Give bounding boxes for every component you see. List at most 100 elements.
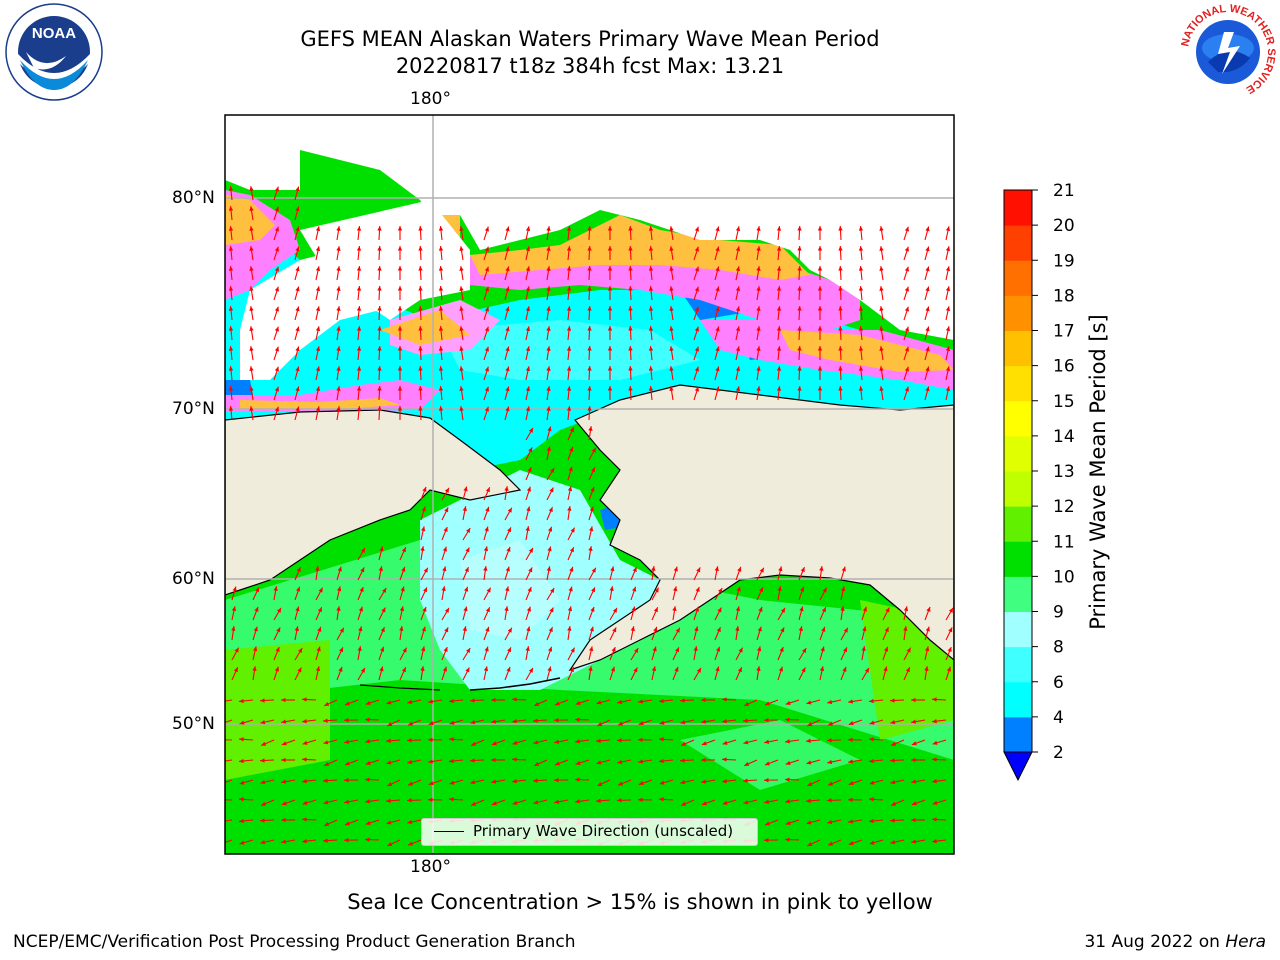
lon-label-top: 180° [410, 89, 451, 109]
wave-arrow-head [744, 761, 750, 766]
wave-arrow-head [315, 226, 321, 232]
wave-arrow-head [819, 666, 825, 672]
wave-arrow-head [817, 286, 823, 291]
wave-arrow-head [484, 326, 490, 332]
wave-arrow-head [743, 740, 749, 745]
wave-arrow-head [932, 817, 937, 822]
wave-arrow-head [302, 800, 308, 805]
wave-arrow-head [408, 781, 414, 786]
wave-arrow-head [402, 647, 407, 653]
wave-arrow-head [397, 326, 403, 331]
wave-arrow-head [780, 627, 785, 633]
wave-arrow-head [397, 246, 403, 251]
wave-arrow-head [759, 567, 764, 573]
wave-arrow-head [838, 226, 843, 231]
wave-arrow-head [948, 627, 953, 633]
wave-arrow-head [567, 486, 573, 492]
wave-arrow-head [591, 467, 595, 473]
wave-arrow-head [848, 721, 854, 726]
wave-arrow-head [743, 800, 749, 805]
wave-arrow-head [842, 666, 847, 672]
wave-arrow-head [464, 567, 469, 573]
wave-arrow-head [858, 366, 864, 371]
wave-arrow-head [546, 566, 551, 572]
wave-arrow-head [807, 842, 813, 846]
wave-arrow-head [401, 547, 406, 553]
footer-date-text: 31 Aug 2022 on [1084, 932, 1220, 952]
wave-arrow-head [466, 527, 471, 533]
wave-arrow-head [925, 226, 930, 232]
wave-arrow-head [380, 627, 385, 633]
wave-arrow-head [527, 467, 532, 473]
wave-arrow-head [295, 306, 300, 312]
wave-arrow-head [862, 606, 868, 612]
wave-arrow-head [344, 777, 349, 783]
wave-arrow-head [945, 266, 951, 272]
wave-arrow-head [651, 666, 657, 672]
wave-arrow-head [379, 546, 384, 552]
wave-arrow-head [648, 226, 654, 231]
wave-arrow-head [526, 506, 531, 512]
wave-arrow-head [785, 760, 791, 766]
wave-arrow-head [505, 226, 510, 232]
wave-arrow-head [701, 719, 707, 724]
map-area [225, 115, 954, 854]
wave-arrow-head [546, 266, 551, 271]
wave-arrow-head [905, 667, 910, 673]
wave-arrow-head [570, 527, 575, 533]
colorbar-tick-label: 11 [1053, 532, 1075, 552]
wave-arrow-head [228, 226, 234, 231]
wave-arrow-head [785, 739, 790, 744]
wave-arrow-head [549, 607, 554, 613]
wave-arrow-head [302, 817, 307, 822]
wave-arrow-head [669, 346, 674, 351]
wave-arrow-head [607, 226, 613, 231]
wave-arrow-head [566, 306, 572, 311]
wave-arrow-head [365, 777, 370, 782]
wave-arrow-head [904, 226, 910, 232]
wave-arrow-head [587, 386, 592, 391]
wave-arrow-head [525, 326, 531, 332]
wave-arrow-head [777, 586, 782, 592]
wave-arrow-head [317, 626, 322, 632]
wave-arrow-head [422, 606, 427, 612]
wave-arrow-head [695, 587, 700, 593]
wave-arrow-head [575, 799, 580, 804]
wave-arrow-head [336, 326, 341, 331]
wave-arrow-head [228, 346, 234, 351]
colorbar-tick-label: 10 [1053, 567, 1075, 587]
wave-arrow-head [358, 626, 363, 632]
wave-arrow-head [680, 758, 685, 763]
wave-arrow-head [315, 366, 321, 372]
wave-arrow-head [756, 346, 761, 351]
wave-arrow-head [589, 626, 594, 632]
wave-arrow-head [546, 306, 551, 311]
wave-arrow-head [512, 800, 518, 805]
wave-arrow-head [365, 700, 371, 706]
wave-arrow-head [596, 798, 601, 803]
wave-arrow-head [377, 366, 382, 371]
wave-arrow-head [298, 647, 303, 653]
wave-arrow-head [295, 406, 300, 412]
wave-arrow-head [715, 326, 720, 332]
wave-arrow-head [735, 346, 741, 352]
wave-arrow-head [324, 761, 330, 766]
wave-arrow-head [828, 781, 834, 786]
wave-arrow-head [380, 646, 385, 652]
wave-arrow-head [295, 326, 300, 332]
wave-arrow-head [778, 566, 783, 572]
wave-arrow-head [569, 427, 574, 433]
wave-arrow-head [797, 366, 802, 371]
wave-arrow-head [932, 778, 937, 784]
wave-arrow-head [324, 821, 330, 826]
wave-arrow-head [925, 246, 930, 252]
wave-arrow-head [575, 700, 581, 706]
wave-arrow-head [281, 757, 286, 763]
wave-arrow-head [228, 386, 234, 391]
wave-arrow-head [274, 306, 280, 312]
wave-arrow-head [785, 837, 790, 842]
wave-arrow-head [295, 266, 300, 272]
wave-arrow-head [239, 698, 244, 704]
wave-arrow-head [764, 701, 770, 706]
wave-arrow-head [323, 718, 328, 723]
